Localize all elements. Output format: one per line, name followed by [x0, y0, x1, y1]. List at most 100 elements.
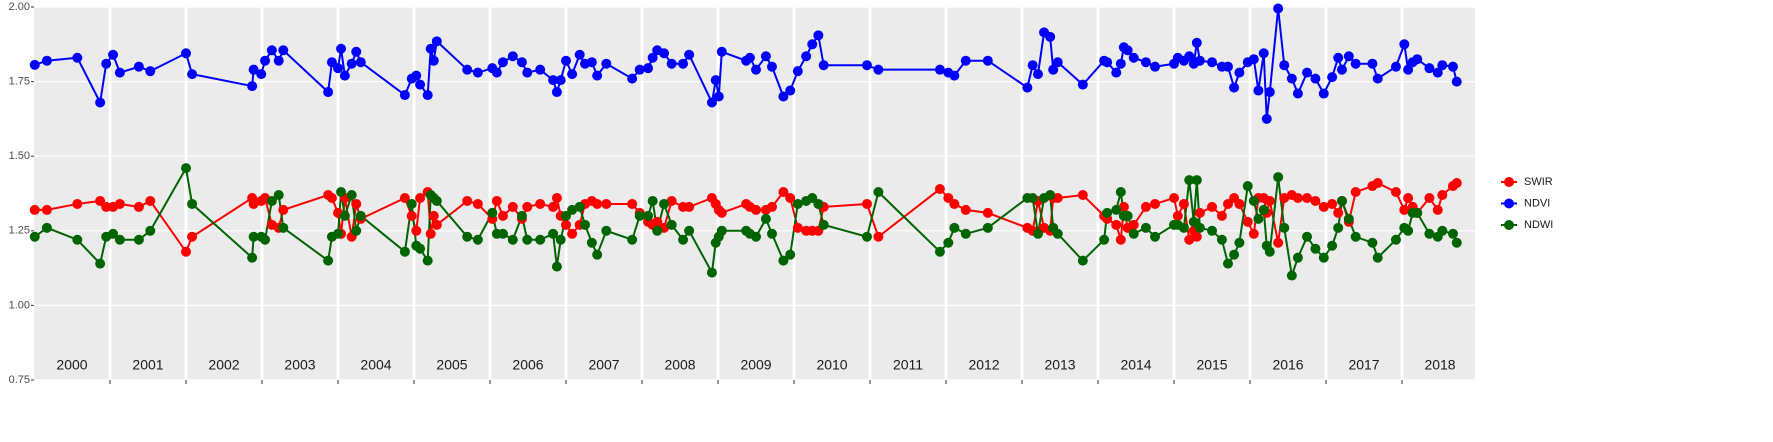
point	[678, 58, 689, 69]
point	[1333, 207, 1344, 218]
point	[326, 192, 337, 203]
point	[411, 70, 422, 81]
point	[1279, 192, 1290, 203]
point	[766, 201, 777, 212]
point	[592, 249, 603, 260]
y-tick-label: 1.50	[9, 150, 30, 162]
point	[1279, 222, 1290, 233]
point	[1292, 252, 1303, 263]
point	[1128, 228, 1139, 239]
point	[1273, 237, 1284, 248]
point	[1027, 192, 1038, 203]
point	[507, 201, 518, 212]
point	[1367, 58, 1378, 69]
point	[792, 222, 803, 233]
point	[1111, 219, 1122, 230]
point	[1077, 255, 1088, 266]
point	[497, 57, 508, 68]
point	[1412, 207, 1423, 218]
point	[785, 249, 796, 260]
point	[507, 51, 518, 62]
point	[555, 234, 566, 245]
point	[339, 70, 350, 81]
point	[813, 30, 824, 41]
point	[266, 195, 277, 206]
point	[1399, 204, 1410, 215]
point	[355, 210, 366, 221]
point	[778, 187, 789, 198]
point	[1022, 82, 1033, 93]
point	[72, 234, 83, 245]
point	[1432, 67, 1443, 78]
point	[406, 198, 417, 209]
point	[95, 258, 106, 269]
point	[431, 219, 442, 230]
point	[187, 69, 198, 80]
point	[551, 261, 562, 272]
point	[101, 58, 112, 69]
point	[411, 225, 422, 236]
point	[248, 64, 259, 75]
point	[982, 55, 993, 66]
point	[1253, 213, 1264, 224]
y-tick-label: 2.00	[9, 1, 30, 13]
point	[1115, 187, 1126, 198]
point	[601, 225, 612, 236]
point	[336, 187, 347, 198]
point	[1327, 198, 1338, 209]
point	[792, 66, 803, 77]
point	[1258, 204, 1269, 215]
point	[1048, 64, 1059, 75]
point	[684, 225, 695, 236]
point	[861, 231, 872, 242]
point	[647, 195, 658, 206]
point	[1302, 231, 1313, 242]
point	[1194, 207, 1205, 218]
point	[1437, 60, 1448, 71]
point	[145, 195, 156, 206]
point	[431, 195, 442, 206]
point	[1248, 195, 1259, 206]
point	[522, 234, 533, 245]
point	[574, 49, 585, 60]
point	[1343, 51, 1354, 62]
point	[1403, 225, 1414, 236]
point	[1184, 51, 1195, 62]
point	[785, 192, 796, 203]
point	[181, 48, 192, 59]
point	[114, 67, 125, 78]
point	[1258, 48, 1269, 59]
point	[428, 210, 439, 221]
point	[1052, 57, 1063, 68]
point	[592, 70, 603, 81]
year-label: 2016	[1272, 357, 1303, 373]
point	[1336, 195, 1347, 206]
year-label: 2000	[56, 357, 87, 373]
point	[472, 234, 483, 245]
point	[339, 210, 350, 221]
point	[1115, 234, 1126, 245]
point	[551, 87, 562, 98]
point	[181, 246, 192, 257]
point	[1128, 52, 1139, 63]
point	[1222, 258, 1233, 269]
point	[462, 231, 473, 242]
point	[1327, 72, 1338, 83]
point	[1122, 45, 1133, 56]
point	[1216, 234, 1227, 245]
point	[1077, 79, 1088, 90]
point	[1318, 88, 1329, 99]
point	[807, 39, 818, 50]
year-label: 2005	[436, 357, 467, 373]
point	[1102, 57, 1113, 68]
point	[487, 207, 498, 218]
point	[766, 228, 777, 239]
point	[792, 198, 803, 209]
point	[627, 73, 638, 84]
legend-label: NDVI	[1524, 197, 1550, 209]
point	[634, 210, 645, 221]
point	[561, 55, 572, 66]
point	[415, 243, 426, 254]
point	[949, 70, 960, 81]
